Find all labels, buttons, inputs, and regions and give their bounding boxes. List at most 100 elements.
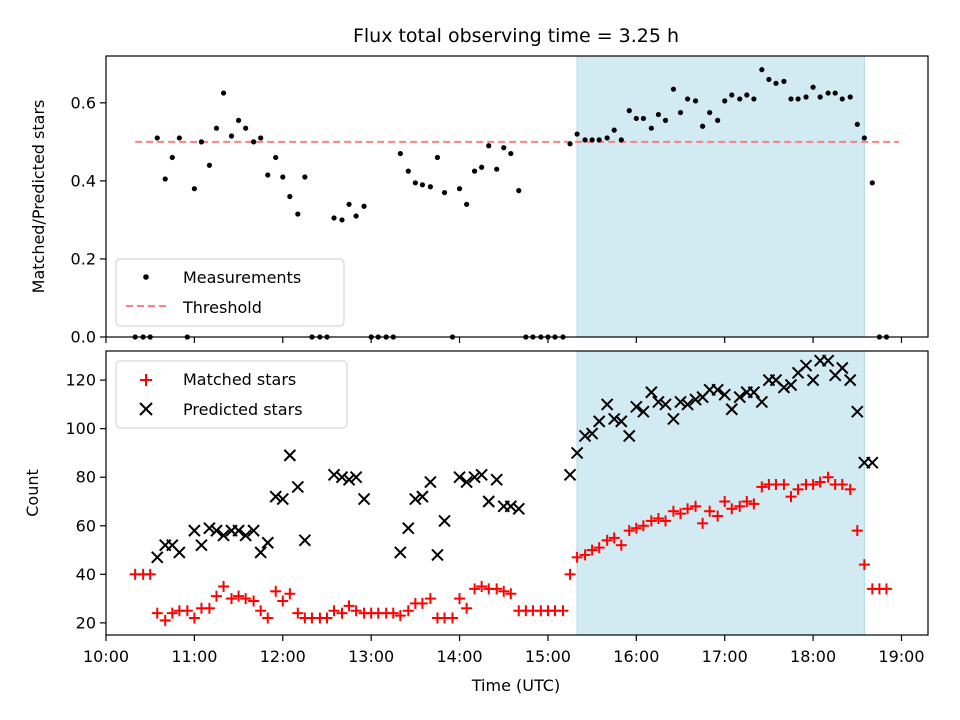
matched-star-point xyxy=(505,588,517,600)
measurement-point xyxy=(744,92,750,98)
matched-star-point xyxy=(778,479,790,491)
x-tick-label: 16:00 xyxy=(613,647,659,666)
matched-star-point xyxy=(741,495,753,507)
measurement-point xyxy=(707,109,713,116)
predicted-star-point xyxy=(424,475,437,489)
matched-star-point xyxy=(734,500,746,512)
matched-star-point xyxy=(226,593,238,605)
count-y-label: Count xyxy=(23,469,42,517)
matched-star-point xyxy=(284,588,296,600)
predicted-star-point xyxy=(570,446,584,460)
predicted-star-point xyxy=(416,490,429,503)
measurement-point xyxy=(684,96,691,102)
measurement-point xyxy=(655,111,662,118)
predicted-star-point xyxy=(711,383,724,397)
predicted-star-point xyxy=(482,495,495,508)
predicted-star-point xyxy=(600,398,614,411)
measurement-point xyxy=(471,168,478,174)
measurement-point xyxy=(516,188,522,194)
measurement-point xyxy=(331,215,337,221)
y-tick-label: 0.4 xyxy=(71,171,96,190)
matched-star-point xyxy=(336,607,348,619)
matched-star-point xyxy=(682,503,694,515)
x-tick-label: 12:00 xyxy=(260,647,306,666)
predicted-stars-points xyxy=(151,354,879,564)
x-tick-label: 13:00 xyxy=(348,647,394,666)
measurement-point xyxy=(781,78,787,84)
measurement-point xyxy=(258,135,264,141)
measurement-point xyxy=(810,84,816,90)
measurement-point xyxy=(773,80,779,86)
measurement-point xyxy=(861,135,867,141)
matched-star-point xyxy=(697,517,709,529)
measurement-point xyxy=(494,166,500,172)
predicted-star-point xyxy=(645,386,658,399)
matched-star-point xyxy=(593,542,605,554)
predicted-star-point xyxy=(394,546,407,559)
predicted-star-point xyxy=(592,415,606,428)
predicted-star-point xyxy=(836,361,849,375)
ratio-y-label: Matched/Predicted stars xyxy=(29,100,48,294)
matched-star-point xyxy=(579,549,591,561)
x-tick-label: 11:00 xyxy=(171,647,217,666)
measurement-point xyxy=(339,217,345,223)
measurement-point xyxy=(464,201,470,207)
predicted-star-point xyxy=(512,502,525,515)
legend-matched-label: Matched stars xyxy=(183,370,296,389)
matched-star-point xyxy=(726,503,738,515)
measurement-point xyxy=(618,137,624,143)
measurement-point xyxy=(228,133,235,139)
measurement-point xyxy=(640,115,646,122)
predicted-star-point xyxy=(681,398,694,411)
legend-measurements-label: Measurements xyxy=(183,268,301,287)
measurement-point xyxy=(405,168,411,174)
measurement-point xyxy=(169,154,175,161)
predicted-star-point xyxy=(327,468,341,482)
measurement-point xyxy=(353,213,359,219)
matched-star-point xyxy=(667,505,679,517)
y-tick-label: 0.2 xyxy=(71,249,96,268)
matched-star-point xyxy=(469,583,481,595)
matched-star-point xyxy=(712,510,724,522)
matched-star-point xyxy=(586,544,598,556)
matched-star-point xyxy=(151,607,163,619)
matched-star-point xyxy=(203,602,215,614)
matched-star-point xyxy=(858,559,870,571)
matched-star-point xyxy=(402,605,414,617)
matched-star-point xyxy=(615,539,627,551)
chart-title: Flux total observing time = 3.25 h xyxy=(353,25,679,47)
measurement-point xyxy=(198,139,205,145)
matched-star-point xyxy=(807,479,819,491)
matched-star-point xyxy=(248,595,260,607)
ratio-legend: Measurements Threshold xyxy=(115,258,345,327)
measurement-point xyxy=(847,94,853,100)
x-tick-label: 14:00 xyxy=(436,647,482,666)
matched-star-point xyxy=(343,600,355,612)
x-tick-label: 19:00 xyxy=(878,647,924,666)
matched-star-point xyxy=(645,515,657,527)
predicted-star-point xyxy=(844,373,857,387)
predicted-star-point xyxy=(725,403,738,416)
predicted-star-point xyxy=(585,427,599,440)
matched-star-point xyxy=(637,520,649,532)
predicted-star-point xyxy=(630,400,643,414)
matched-star-point xyxy=(188,612,200,624)
predicted-star-point xyxy=(777,381,791,394)
ratio-panel-frame xyxy=(105,55,929,338)
y-tick-label: 20 xyxy=(76,613,96,632)
y-tick-label: 0.6 xyxy=(71,93,96,112)
x-tick-label: 10:00 xyxy=(83,647,129,666)
predicted-star-point xyxy=(674,395,687,409)
measurement-point xyxy=(825,90,831,96)
predicted-star-point xyxy=(747,386,761,399)
matched-star-point xyxy=(394,610,406,622)
predicted-star-point xyxy=(490,473,503,486)
matched-star-point xyxy=(240,593,252,605)
measurement-point xyxy=(434,154,441,161)
predicted-star-point xyxy=(232,524,245,537)
matched-star-point xyxy=(851,525,863,537)
matched-star-point xyxy=(159,614,171,626)
matched-star-point xyxy=(630,522,642,534)
matched-star-point xyxy=(328,605,340,617)
x-tick-label: 17:00 xyxy=(702,647,748,666)
